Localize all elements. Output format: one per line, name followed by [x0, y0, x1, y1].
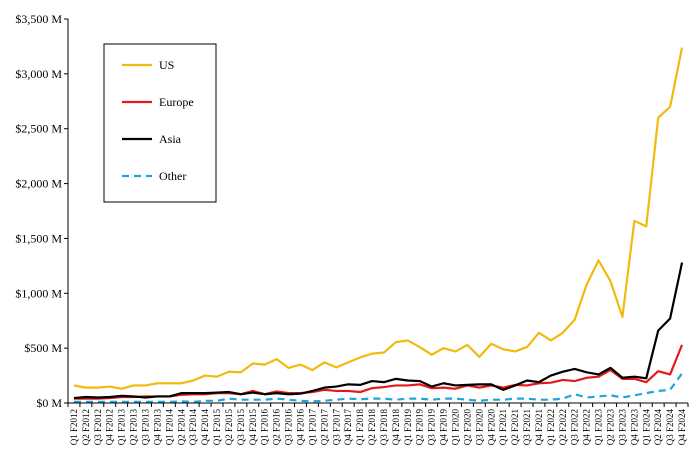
x-tick-label: Q3 F2019 — [427, 409, 437, 446]
x-tick-label: Q2 F2014 — [176, 409, 186, 446]
x-tick-label: Q1 F2022 — [546, 409, 556, 445]
x-tick-label: Q1 F2024 — [641, 409, 651, 446]
x-tick-label: Q1 F2023 — [594, 409, 604, 446]
x-tick-label: Q4 F2013 — [152, 409, 162, 446]
x-tick-label: Q1 F2016 — [260, 409, 270, 446]
x-tick-label: Q3 F2018 — [379, 409, 389, 446]
x-tick-label: Q1 F2018 — [355, 409, 365, 446]
y-tick-label: $3,500 M — [15, 12, 62, 26]
y-tick-label: $2,000 M — [15, 177, 62, 191]
x-tick-label: Q1 F2013 — [117, 409, 127, 446]
x-tick-label: Q4 F2014 — [200, 409, 210, 446]
x-tick-label: Q3 F2014 — [188, 409, 198, 446]
x-tick-label: Q2 F2021 — [510, 409, 520, 445]
series-line-us — [73, 47, 684, 390]
x-tick-label: Q3 F2021 — [522, 409, 532, 445]
x-tick-label: Q2 F2018 — [367, 409, 377, 446]
x-tick-label: Q4 F2021 — [534, 409, 544, 445]
x-tick-label: Q4 F2022 — [582, 409, 592, 445]
x-tick-label: Q3 F2020 — [474, 409, 484, 446]
series-line-other — [73, 372, 683, 403]
x-tick-label: Q2 F2012 — [81, 409, 91, 445]
x-tick-label: Q3 F2012 — [93, 409, 103, 445]
y-axis-ticks: $0 M $500 M $1,000 M $1,500 M $2,000 M $2,500… — [15, 12, 68, 410]
legend-label-us: US — [159, 58, 174, 72]
x-tick-label: Q3 F2023 — [617, 409, 627, 446]
x-tick-label: Q1 F2015 — [212, 409, 222, 446]
legend: US Europe Asia Other — [103, 43, 217, 203]
x-tick-label: Q4 F2023 — [629, 409, 639, 446]
y-tick-label: $500 M — [24, 341, 62, 355]
x-tick-label: Q4 F2012 — [105, 409, 115, 445]
legend-label-europe: Europe — [159, 95, 194, 109]
x-tick-label: Q4 F2020 — [486, 409, 496, 446]
y-tick-label: $3,000 M — [15, 67, 62, 81]
x-tick-label: Q3 F2017 — [331, 409, 341, 446]
legend-label-asia: Asia — [159, 132, 182, 146]
x-tick-label: Q1 F2021 — [498, 409, 508, 445]
x-tick-label: Q2 F2020 — [462, 409, 472, 446]
y-tick-label: $1,500 M — [15, 231, 62, 245]
x-tick-label: Q4 F2024 — [677, 409, 687, 446]
x-tick-label: Q2 F2017 — [319, 409, 329, 446]
x-tick-label: Q1 F2012 — [69, 409, 79, 445]
x-tick-label: Q1 F2020 — [451, 409, 461, 446]
x-tick-label: Q2 F2022 — [558, 409, 568, 445]
x-axis-ticks: Q1 F2012 Q2 F2012 Q3 F2012 Q4 F2012 Q1 F2013… — [67, 403, 689, 446]
x-tick-label: Q2 F2019 — [415, 409, 425, 446]
x-tick-label: Q1 F2019 — [403, 409, 413, 446]
x-tick-label: Q2 F2013 — [129, 409, 139, 446]
legend-label-other: Other — [159, 169, 186, 183]
x-tick-label: Q2 F2015 — [224, 409, 234, 446]
x-tick-label: Q3 F2022 — [570, 409, 580, 445]
x-tick-label: Q4 F2019 — [439, 409, 449, 446]
x-tick-label: Q4 F2015 — [248, 409, 258, 446]
x-tick-label: Q3 F2016 — [284, 409, 294, 446]
x-tick-label: Q4 F2016 — [296, 409, 306, 446]
x-tick-label: Q2 F2023 — [606, 409, 616, 446]
x-tick-label: Q1 F2017 — [307, 409, 317, 446]
x-tick-label: Q3 F2013 — [141, 409, 151, 446]
y-tick-label: $0 M — [36, 396, 62, 410]
series-lines — [73, 47, 684, 403]
x-tick-label: Q3 F2015 — [236, 409, 246, 446]
y-tick-label: $1,000 M — [15, 286, 62, 300]
x-tick-label: Q3 F2024 — [665, 409, 675, 446]
y-tick-label: $2,500 M — [15, 122, 62, 136]
x-tick-label: Q2 F2024 — [653, 409, 663, 446]
x-tick-label: Q1 F2014 — [164, 409, 174, 446]
series-line-asia — [73, 262, 684, 400]
x-tick-label: Q4 F2018 — [391, 409, 401, 446]
x-tick-label: Q4 F2017 — [343, 409, 353, 446]
x-tick-label: Q2 F2016 — [272, 409, 282, 446]
